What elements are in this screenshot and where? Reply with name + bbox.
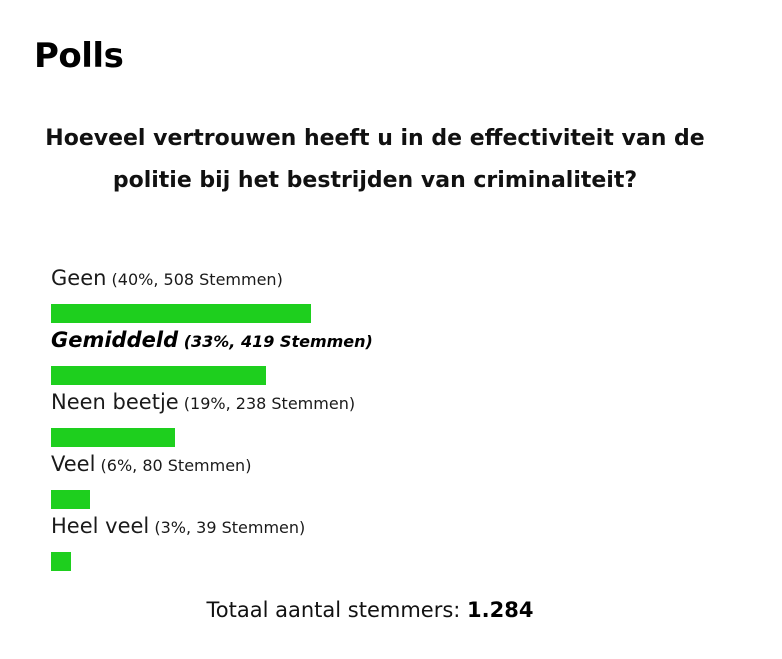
poll-option-text: Veel (6%, 80 Stemmen) xyxy=(51,452,251,476)
poll-option-label: Neen beetje xyxy=(51,390,179,414)
poll-option-bar xyxy=(51,428,175,447)
poll-total-label: Totaal aantal stemmers: xyxy=(206,598,461,622)
poll-option-stats: (40%, 508 Stemmen) xyxy=(111,270,283,289)
poll-option-text: Geen (40%, 508 Stemmen) xyxy=(51,266,283,290)
poll-option-text: Gemiddeld (33%, 419 Stemmen) xyxy=(51,328,373,352)
poll-option: Veel (6%, 80 Stemmen) xyxy=(51,452,751,514)
poll-option-stats: (3%, 39 Stemmen) xyxy=(154,518,306,537)
poll-option: Neen beetje (19%, 238 Stemmen) xyxy=(51,390,751,452)
poll-option-bar xyxy=(51,552,71,571)
poll-option: Heel veel (3%, 39 Stemmen) xyxy=(51,514,751,576)
poll-options: Geen (40%, 508 Stemmen) Gemiddeld (33%, 4… xyxy=(51,266,751,576)
poll-total: Totaal aantal stemmers: 1.284 xyxy=(0,598,740,622)
poll-option-stats: (33%, 419 Stemmen) xyxy=(183,332,373,351)
poll-option-stats: (6%, 80 Stemmen) xyxy=(100,456,252,475)
poll-option: Gemiddeld (33%, 419 Stemmen) xyxy=(51,328,751,390)
poll-option-text: Heel veel (3%, 39 Stemmen) xyxy=(51,514,305,538)
poll-option-stats: (19%, 238 Stemmen) xyxy=(183,394,356,413)
poll-total-value: 1.284 xyxy=(467,598,534,622)
poll-option: Geen (40%, 508 Stemmen) xyxy=(51,266,751,328)
poll-question: Hoeveel vertrouwen heeft u in de effecti… xyxy=(45,126,705,193)
poll-option-bar xyxy=(51,490,90,509)
poll-option-label: Veel xyxy=(51,452,96,476)
poll-option-bar xyxy=(51,366,266,385)
poll-option-label: Geen xyxy=(51,266,107,290)
poll-option-label: Gemiddeld xyxy=(51,328,179,352)
poll-option-label: Heel veel xyxy=(51,514,150,538)
widget-title: Polls xyxy=(34,36,124,76)
poll-option-text: Neen beetje (19%, 238 Stemmen) xyxy=(51,390,355,414)
poll-option-bar xyxy=(51,304,311,323)
